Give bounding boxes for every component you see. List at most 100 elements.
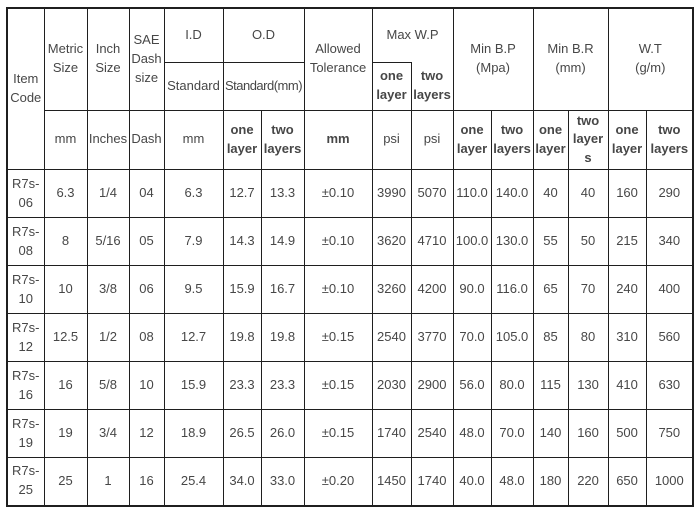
cell-metric: 19: [43, 409, 88, 459]
cell-wt-one: 500: [607, 409, 647, 459]
cell-wt-two: 340: [645, 217, 694, 267]
cell-od-one: 26.5: [222, 409, 262, 459]
cell-dash: 10: [128, 361, 165, 411]
cell-od-one: 19.8: [222, 313, 262, 363]
unit-metric: mm: [43, 109, 88, 171]
cell-wt-two: 630: [645, 361, 694, 411]
cell-br-two: 130: [567, 361, 609, 411]
unit-br-one-layer: one layer: [532, 109, 569, 171]
header-min-br: Min B.R (mm): [532, 7, 609, 111]
cell-wt-two: 1000: [645, 457, 694, 507]
cell-wp-one: 3260: [371, 265, 412, 315]
cell-wp-one: 3620: [371, 217, 412, 267]
cell-bp-one: 48.0: [452, 409, 492, 459]
cell-wp-two: 2900: [410, 361, 454, 411]
cell-bp-one: 70.0: [452, 313, 492, 363]
header-item-code: Item Code: [6, 7, 45, 171]
cell-br-two: 50: [567, 217, 609, 267]
unit-wt-two-layers: two layers: [645, 109, 694, 171]
unit-od-one-layer: one layer: [222, 109, 262, 171]
cell-inch: 1: [86, 457, 130, 507]
cell-id: 7.9: [163, 217, 224, 267]
cell-inch: 3/8: [86, 265, 130, 315]
cell-bp-one: 110.0: [452, 169, 492, 219]
cell-od-two: 23.3: [260, 361, 305, 411]
cell-inch: 5/8: [86, 361, 130, 411]
cell-od-one: 15.9: [222, 265, 262, 315]
cell-br-two: 160: [567, 409, 609, 459]
header-inch-size: Inch Size: [86, 7, 130, 111]
unit-od-two-layers: two layers: [260, 109, 305, 171]
cell-wt-one: 310: [607, 313, 647, 363]
header-wp-two-layers: two layers: [410, 62, 454, 111]
cell-id: 12.7: [163, 313, 224, 363]
cell-item-code: R7s-25: [6, 457, 45, 507]
cell-wt-one: 410: [607, 361, 647, 411]
cell-item-code: R7s-08: [6, 217, 45, 267]
cell-wp-two: 2540: [410, 409, 454, 459]
cell-wt-two: 560: [645, 313, 694, 363]
cell-id: 15.9: [163, 361, 224, 411]
cell-item-code: R7s-10: [6, 265, 45, 315]
cell-bp-one: 40.0: [452, 457, 492, 507]
unit-br-two-layers: two layers: [567, 109, 609, 171]
cell-bp-two: 116.0: [490, 265, 534, 315]
cell-inch: 1/2: [86, 313, 130, 363]
cell-inch: 5/16: [86, 217, 130, 267]
table-row-r7s-10: R7s-10 10 3/8 06 9.5 15.9 16.7 ±0.10 326…: [6, 265, 694, 315]
cell-metric: 6.3: [43, 169, 88, 219]
table-row-r7s-06: R7s-06 6.3 1/4 04 6.3 12.7 13.3 ±0.10 39…: [6, 169, 694, 219]
cell-od-two: 13.3: [260, 169, 305, 219]
cell-tolerance: ±0.15: [303, 409, 373, 459]
header-id: I.D: [163, 7, 224, 63]
header-wt: W.T (g/m): [607, 7, 694, 111]
cell-id: 18.9: [163, 409, 224, 459]
cell-wt-two: 400: [645, 265, 694, 315]
header-min-bp: Min B.P (Mpa): [452, 7, 534, 111]
cell-od-two: 33.0: [260, 457, 305, 507]
cell-wp-one: 2540: [371, 313, 412, 363]
unit-inch: Inches: [86, 109, 130, 171]
unit-wp-two-psi: psi: [410, 109, 454, 171]
units-row: mm Inches Dash mm one layer two layers m…: [7, 109, 694, 171]
cell-bp-two: 140.0: [490, 169, 534, 219]
cell-od-one: 12.7: [222, 169, 262, 219]
header-allowed-tolerance: Allowed Tolerance: [303, 7, 373, 111]
header-wp-one-layer: one layer: [371, 61, 412, 111]
table-row-r7s-25: R7s-25 25 1 16 25.4 34.0 33.0 ±0.20 1450…: [6, 457, 694, 507]
cell-wp-one: 2030: [371, 361, 412, 411]
cell-dash: 05: [128, 217, 165, 267]
cell-wt-one: 240: [607, 265, 647, 315]
cell-od-two: 16.7: [260, 265, 305, 315]
header-od: O.D: [222, 7, 305, 63]
cell-dash: 04: [128, 169, 165, 219]
table-row-r7s-19: R7s-19 19 3/4 12 18.9 26.5 26.0 ±0.15 17…: [6, 409, 694, 459]
cell-dash: 12: [128, 409, 165, 459]
cell-wp-two: 3770: [410, 313, 454, 363]
cell-br-one: 180: [532, 457, 569, 507]
cell-wt-one: 215: [607, 217, 647, 267]
cell-od-two: 19.8: [260, 313, 305, 363]
cell-wt-two: 290: [645, 169, 694, 219]
cell-br-one: 40: [532, 169, 569, 219]
cell-od-one: 14.3: [222, 217, 262, 267]
cell-bp-two: 48.0: [490, 457, 534, 507]
cell-metric: 8: [43, 217, 88, 267]
cell-bp-one: 56.0: [452, 361, 492, 411]
header-row-sub: Standard Standard(mm) one layer two laye…: [7, 61, 693, 111]
cell-tolerance: ±0.15: [303, 313, 373, 363]
cell-id: 6.3: [163, 169, 224, 219]
cell-id: 9.5: [163, 265, 224, 315]
cell-id: 25.4: [163, 457, 224, 507]
cell-wp-two: 4710: [410, 217, 454, 267]
cell-br-one: 65: [532, 265, 569, 315]
cell-inch: 1/4: [86, 169, 130, 219]
cell-tolerance: ±0.10: [303, 169, 373, 219]
cell-dash: 08: [128, 313, 165, 363]
cell-item-code: R7s-16: [6, 361, 45, 411]
cell-wp-two: 4200: [410, 265, 454, 315]
unit-id: mm: [163, 109, 224, 171]
unit-wt-one-layer: one layer: [607, 109, 647, 171]
cell-tolerance: ±0.10: [303, 217, 373, 267]
cell-br-two: 220: [567, 457, 609, 507]
